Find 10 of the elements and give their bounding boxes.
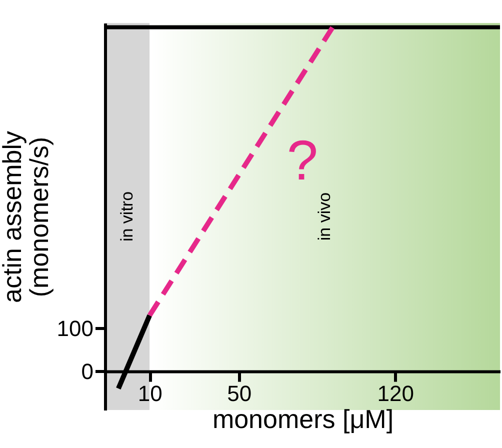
x-tick-label: 10 (138, 380, 162, 406)
y-tick-label: 0 (81, 358, 94, 384)
y-tick-label: 100 (56, 316, 94, 341)
x-tick-label: 50 (227, 380, 252, 406)
x-tick-label: 120 (377, 380, 414, 406)
band-label: in vitro (117, 191, 136, 242)
annotation: ? (286, 128, 318, 192)
x-axis-title: monomers [μM] (212, 404, 394, 434)
y-axis-title: actin assembly (monomers/s) (0, 131, 54, 303)
band-label: in vivo (314, 192, 334, 241)
